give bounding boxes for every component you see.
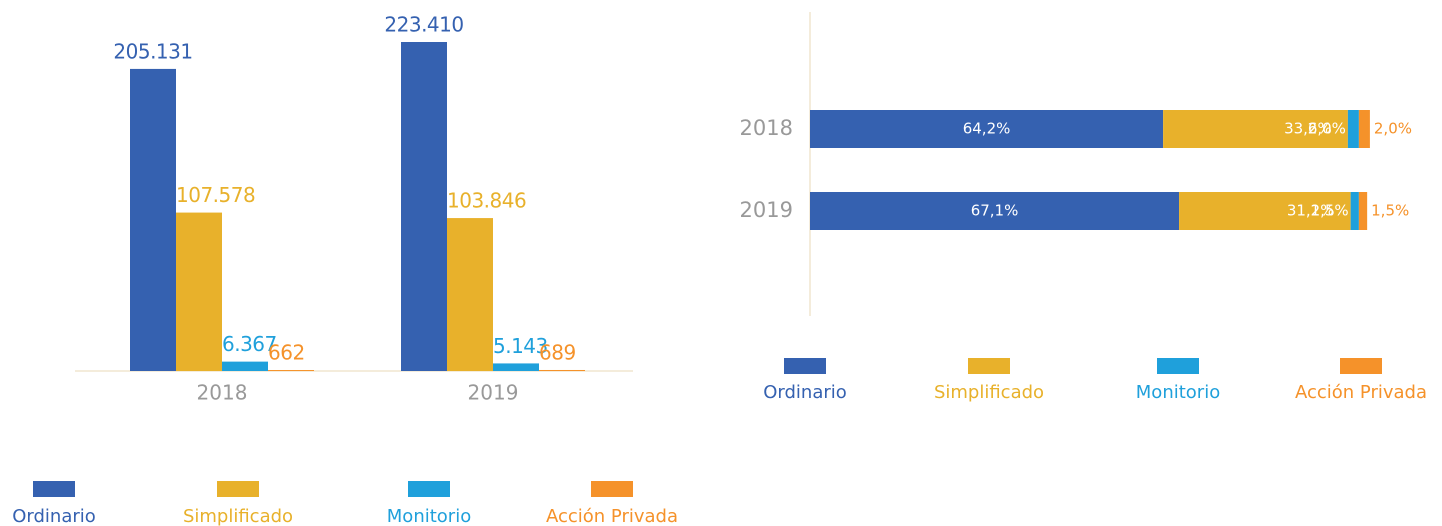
value-label: 6.367 [222, 332, 277, 356]
bar [447, 218, 493, 371]
legend-swatch [217, 481, 259, 497]
legend-label: Ordinario [763, 382, 847, 403]
bar [176, 212, 222, 371]
bar-segment [1358, 192, 1368, 230]
legend-swatch [1157, 358, 1199, 374]
value-label: 67,1% [971, 202, 1019, 220]
y-tick-label: 2018 [740, 116, 793, 140]
value-label: 64,2% [963, 120, 1011, 138]
value-label: 2,0% [1308, 120, 1346, 138]
value-label: 107.578 [176, 183, 255, 207]
legend-swatch [784, 358, 826, 374]
legend-label: Monitorio [1136, 382, 1220, 403]
value-label: 205.131 [113, 39, 192, 63]
value-label: 2,0% [1374, 120, 1412, 138]
legend-swatch [408, 481, 450, 497]
value-label: 1,5% [1311, 202, 1349, 220]
bar [539, 369, 585, 371]
bar-segment [810, 192, 1180, 230]
legend-label: Acción Privada [1295, 382, 1427, 403]
bar-segment [1347, 110, 1359, 148]
bar [130, 68, 176, 371]
legend-swatch [1340, 358, 1382, 374]
value-label: 223.410 [384, 13, 463, 37]
value-label: 1,5% [1371, 202, 1409, 220]
bar-segment [1358, 110, 1370, 148]
bar [222, 361, 268, 371]
value-label: 31,2% [1287, 202, 1335, 220]
bar-segment [1350, 192, 1359, 230]
bar-segment [1163, 110, 1348, 148]
legend-label: Simplificado [934, 382, 1044, 403]
legend-label: Simplificado [183, 506, 293, 526]
bar [268, 370, 314, 371]
value-label: 689 [539, 340, 576, 364]
value-label: 5.143 [493, 334, 548, 358]
x-tick-label: 2019 [468, 381, 519, 405]
legend-swatch [968, 358, 1010, 374]
y-tick-label: 2019 [740, 198, 793, 222]
bar-segment [810, 110, 1164, 148]
legend-swatch [591, 481, 633, 497]
x-tick-label: 2018 [197, 381, 248, 405]
legend-label: Ordinario [12, 506, 96, 526]
value-label: 103.846 [447, 189, 526, 213]
bar-segment [1179, 192, 1351, 230]
legend-label: Monitorio [387, 506, 471, 526]
bar [493, 363, 539, 371]
value-label: 33,6% [1284, 120, 1332, 138]
legend-label: Acción Privada [546, 506, 678, 526]
value-label: 662 [268, 341, 305, 365]
legend-swatch [33, 481, 75, 497]
bar [401, 42, 447, 371]
